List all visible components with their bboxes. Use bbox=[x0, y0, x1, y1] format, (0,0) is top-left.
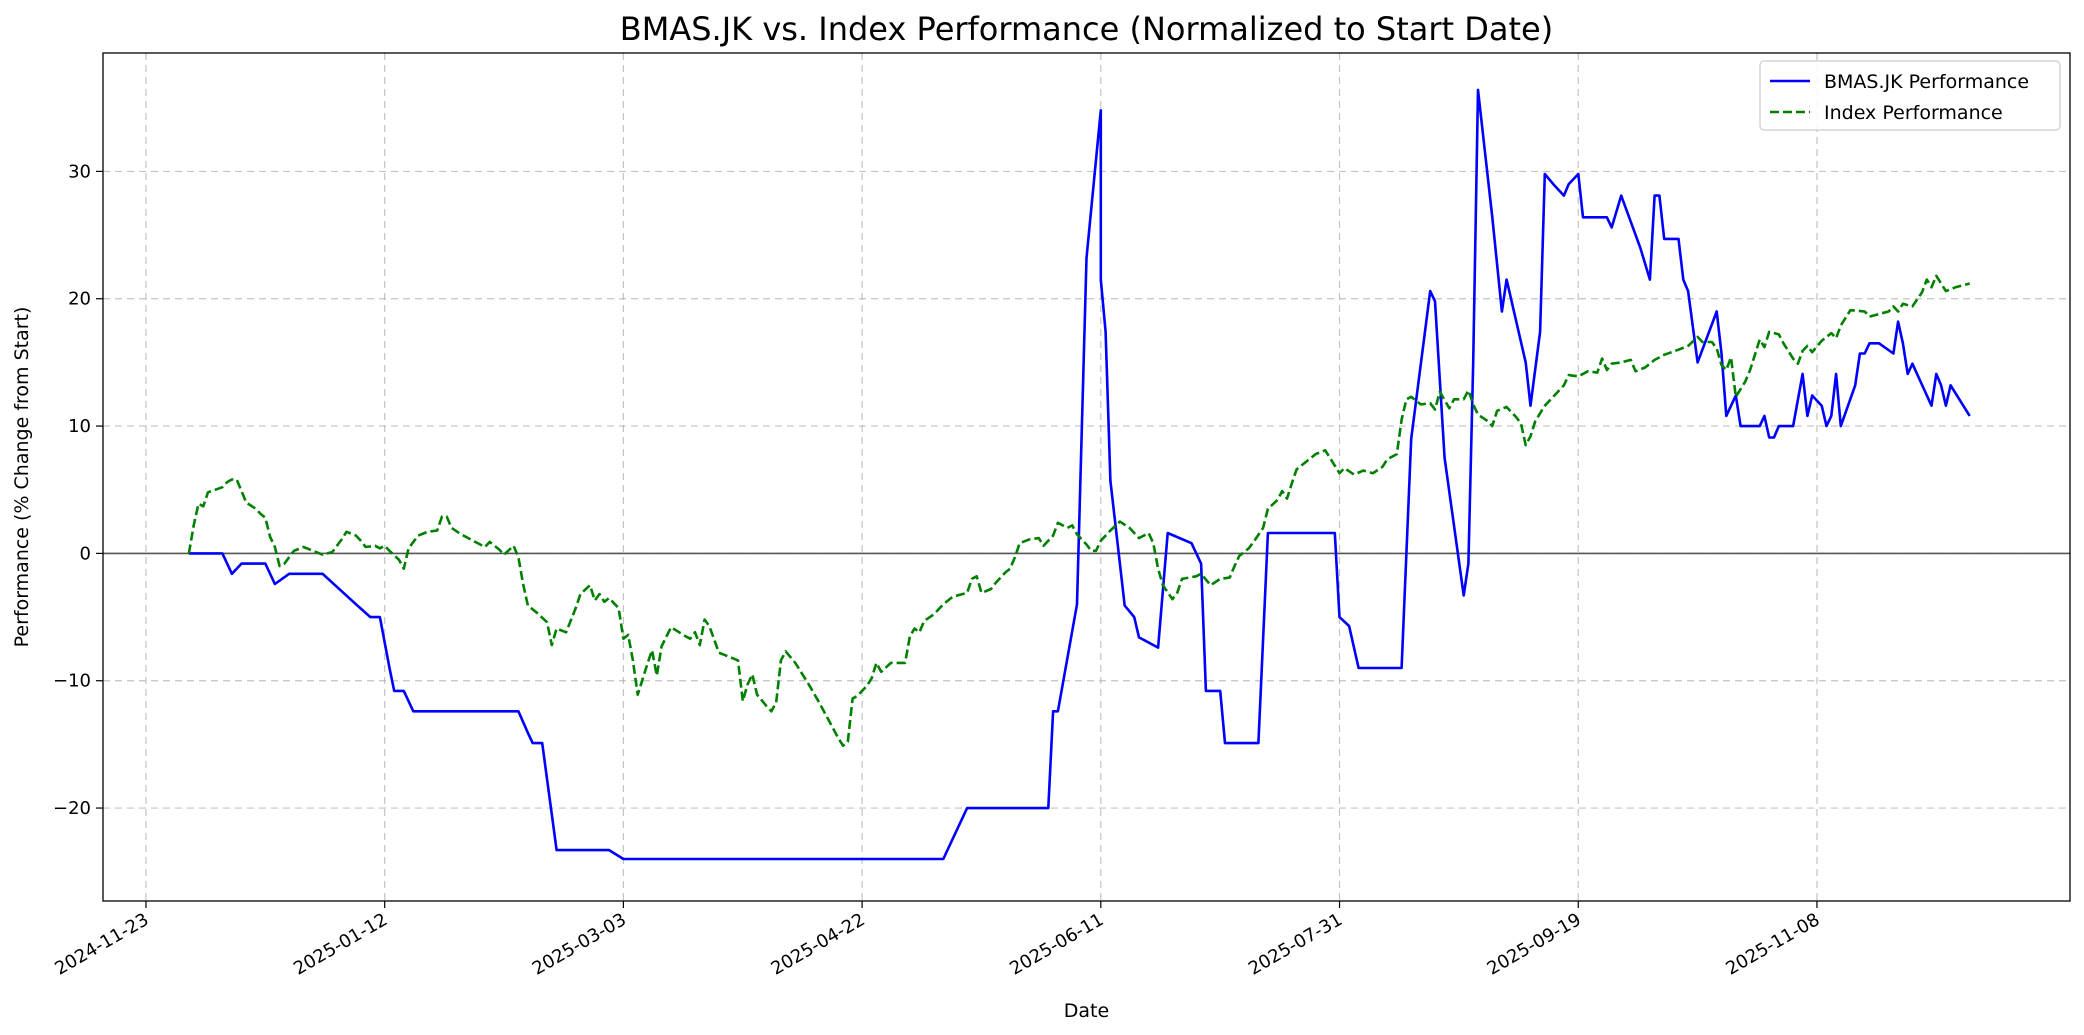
legend-label-index: Index Performance bbox=[1824, 102, 2003, 124]
y-tick-label: −10 bbox=[53, 671, 91, 692]
legend-box bbox=[1759, 60, 2061, 131]
legend: BMAS.JK Performance Index Performance bbox=[1759, 60, 2061, 131]
y-tick-label: 20 bbox=[68, 289, 91, 310]
y-tick-label: 10 bbox=[68, 416, 91, 437]
y-axis-label: Performance (% Change from Start) bbox=[11, 307, 33, 648]
series-layer bbox=[187, 88, 1971, 861]
y-tick-label: 30 bbox=[68, 161, 91, 182]
legend-label-bmas: BMAS.JK Performance bbox=[1824, 71, 2029, 93]
index-performance-line bbox=[187, 274, 1971, 748]
y-tick-label: 0 bbox=[80, 543, 91, 564]
plot-frame bbox=[102, 52, 2071, 902]
chart-title: BMAS.JK vs. Index Performance (Normalize… bbox=[620, 10, 1553, 48]
bmas-performance-line bbox=[188, 88, 1971, 861]
x-axis-label: Date bbox=[1064, 1000, 1109, 1022]
y-tick-label: −20 bbox=[53, 798, 91, 819]
